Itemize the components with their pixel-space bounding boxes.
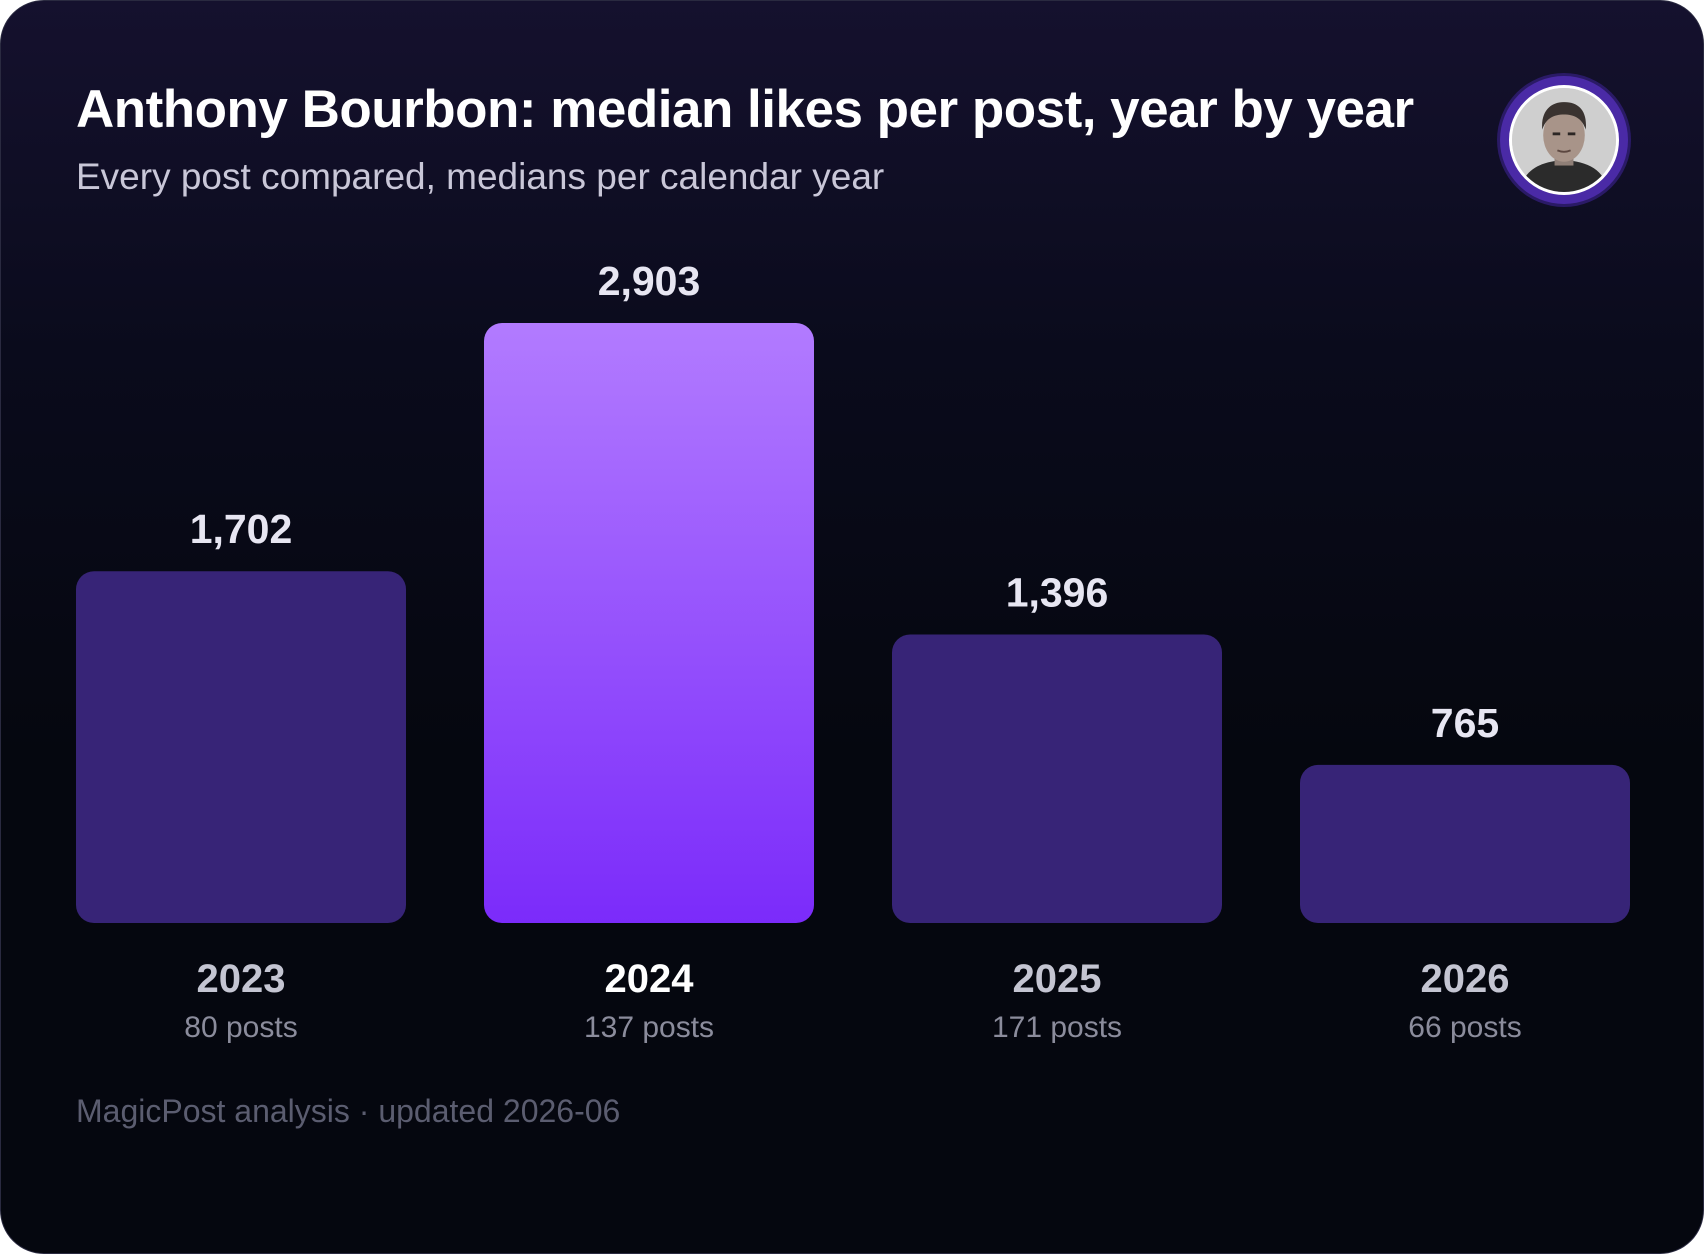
source-footnote: MagicPost analysis · updated 2026-06 — [76, 1093, 621, 1129]
category-label-2023: 2023 — [197, 957, 286, 1001]
post-count-2023: 80 posts — [184, 1011, 297, 1044]
post-count-2024: 137 posts — [584, 1011, 714, 1044]
avatar — [1500, 76, 1628, 204]
category-label-2024: 2024 — [605, 957, 695, 1001]
bar-2026 — [1300, 764, 1630, 923]
chart-subtitle: Every post compared, medians per calenda… — [76, 156, 885, 197]
person-portrait-icon — [1509, 85, 1619, 195]
bar-2025 — [892, 634, 1222, 923]
value-label-2025: 1,396 — [1006, 569, 1109, 615]
category-label-2026: 2026 — [1421, 957, 1510, 1001]
value-label-2024: 2,903 — [598, 258, 701, 304]
category-label-2025: 2025 — [1013, 957, 1102, 1001]
bar-2024 — [484, 323, 814, 923]
bar-2023 — [76, 571, 406, 923]
chart-title: Anthony Bourbon: median likes per post, … — [76, 80, 1414, 139]
post-count-2026: 66 posts — [1408, 1011, 1521, 1044]
value-label-2026: 765 — [1431, 700, 1499, 746]
post-count-2025: 171 posts — [992, 1011, 1122, 1044]
value-label-2023: 1,702 — [190, 506, 293, 552]
